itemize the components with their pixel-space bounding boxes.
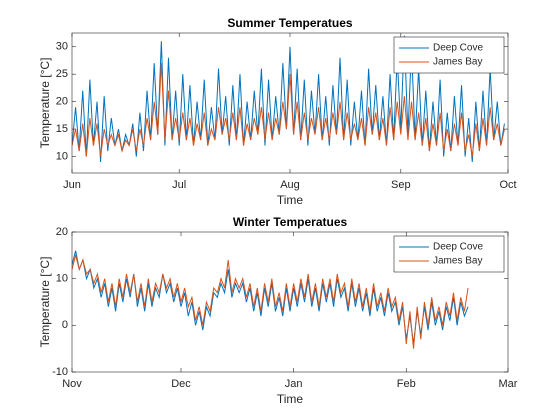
x-tick-label: Sep xyxy=(391,179,411,191)
y-tick-label: -10 xyxy=(52,366,68,378)
y-tick-label: 15 xyxy=(56,123,68,135)
legend-label: James Bay xyxy=(433,57,482,68)
legend-box xyxy=(393,36,505,74)
x-tick-label: Jun xyxy=(63,179,81,191)
y-tick-label: 10 xyxy=(56,150,68,162)
y-tick-label: 10 xyxy=(56,273,68,285)
axes-box xyxy=(71,231,509,373)
x-tick-label: Dec xyxy=(171,378,191,390)
x-tick-label: Nov xyxy=(62,378,82,390)
y-tick-label: 30 xyxy=(56,41,68,53)
chart-title: Winter Temperatues xyxy=(233,215,348,229)
series-line xyxy=(72,253,469,349)
series-group xyxy=(72,250,469,349)
y-tick-label: 25 xyxy=(56,68,68,80)
x-axis-label: Time xyxy=(277,193,304,207)
x-tick-label: Jul xyxy=(172,179,186,191)
series-line xyxy=(72,63,505,157)
x-tick-label: Mar xyxy=(499,378,518,390)
legend-box xyxy=(393,235,505,273)
legend-label: Deep Cove xyxy=(433,242,483,253)
y-axis-label: Temperature [°C] xyxy=(38,58,52,149)
y-tick-label: 20 xyxy=(56,226,68,238)
x-axis-label: Time xyxy=(277,392,304,406)
x-tick-label: Aug xyxy=(280,179,300,191)
y-axis-label: Temperature [°C] xyxy=(38,257,52,348)
y-tick-label: 0 xyxy=(62,319,68,331)
x-tick-label: Jan xyxy=(285,378,303,390)
legend-label: James Bay xyxy=(433,256,482,267)
x-tick-label: Oct xyxy=(499,179,516,191)
legend-label: Deep Cove xyxy=(433,43,483,54)
chart-title: Summer Temperatues xyxy=(227,16,352,30)
series-line xyxy=(72,250,469,345)
series-group xyxy=(72,35,505,163)
y-tick-label: 20 xyxy=(56,96,68,108)
x-tick-label: Feb xyxy=(397,378,416,390)
